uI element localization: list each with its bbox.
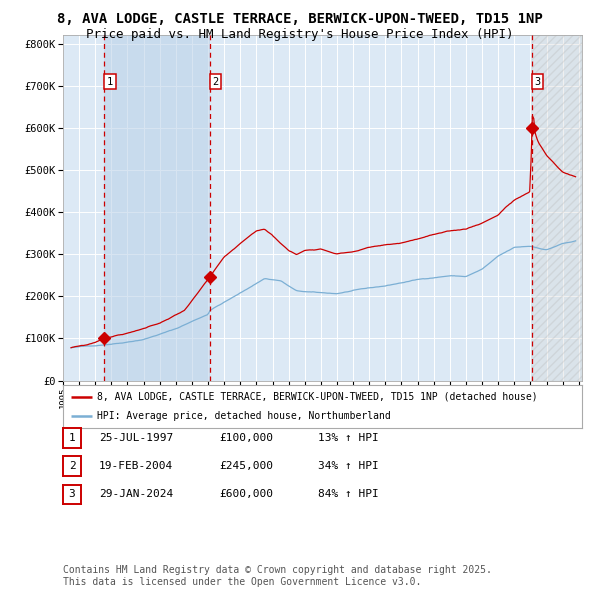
Text: 25-JUL-1997: 25-JUL-1997: [99, 433, 173, 442]
Text: 3: 3: [68, 490, 76, 499]
Bar: [104, 35, 210, 381]
Bar: [532, 35, 582, 381]
Text: 29-JAN-2024: 29-JAN-2024: [99, 490, 173, 499]
Text: £100,000: £100,000: [219, 433, 273, 442]
Text: 3: 3: [534, 77, 541, 87]
Text: 1: 1: [107, 77, 113, 87]
Text: 2: 2: [212, 77, 218, 87]
Text: HPI: Average price, detached house, Northumberland: HPI: Average price, detached house, Nort…: [97, 411, 391, 421]
Text: 13% ↑ HPI: 13% ↑ HPI: [318, 433, 379, 442]
Text: Price paid vs. HM Land Registry's House Price Index (HPI): Price paid vs. HM Land Registry's House …: [86, 28, 514, 41]
Text: 2: 2: [68, 461, 76, 471]
Text: 84% ↑ HPI: 84% ↑ HPI: [318, 490, 379, 499]
Text: Contains HM Land Registry data © Crown copyright and database right 2025.
This d: Contains HM Land Registry data © Crown c…: [63, 565, 492, 587]
Text: £600,000: £600,000: [219, 490, 273, 499]
Text: 19-FEB-2004: 19-FEB-2004: [99, 461, 173, 471]
Text: 34% ↑ HPI: 34% ↑ HPI: [318, 461, 379, 471]
Text: 8, AVA LODGE, CASTLE TERRACE, BERWICK-UPON-TWEED, TD15 1NP: 8, AVA LODGE, CASTLE TERRACE, BERWICK-UP…: [57, 12, 543, 26]
Text: £245,000: £245,000: [219, 461, 273, 471]
Text: 1: 1: [68, 433, 76, 442]
Text: 8, AVA LODGE, CASTLE TERRACE, BERWICK-UPON-TWEED, TD15 1NP (detached house): 8, AVA LODGE, CASTLE TERRACE, BERWICK-UP…: [97, 392, 538, 402]
